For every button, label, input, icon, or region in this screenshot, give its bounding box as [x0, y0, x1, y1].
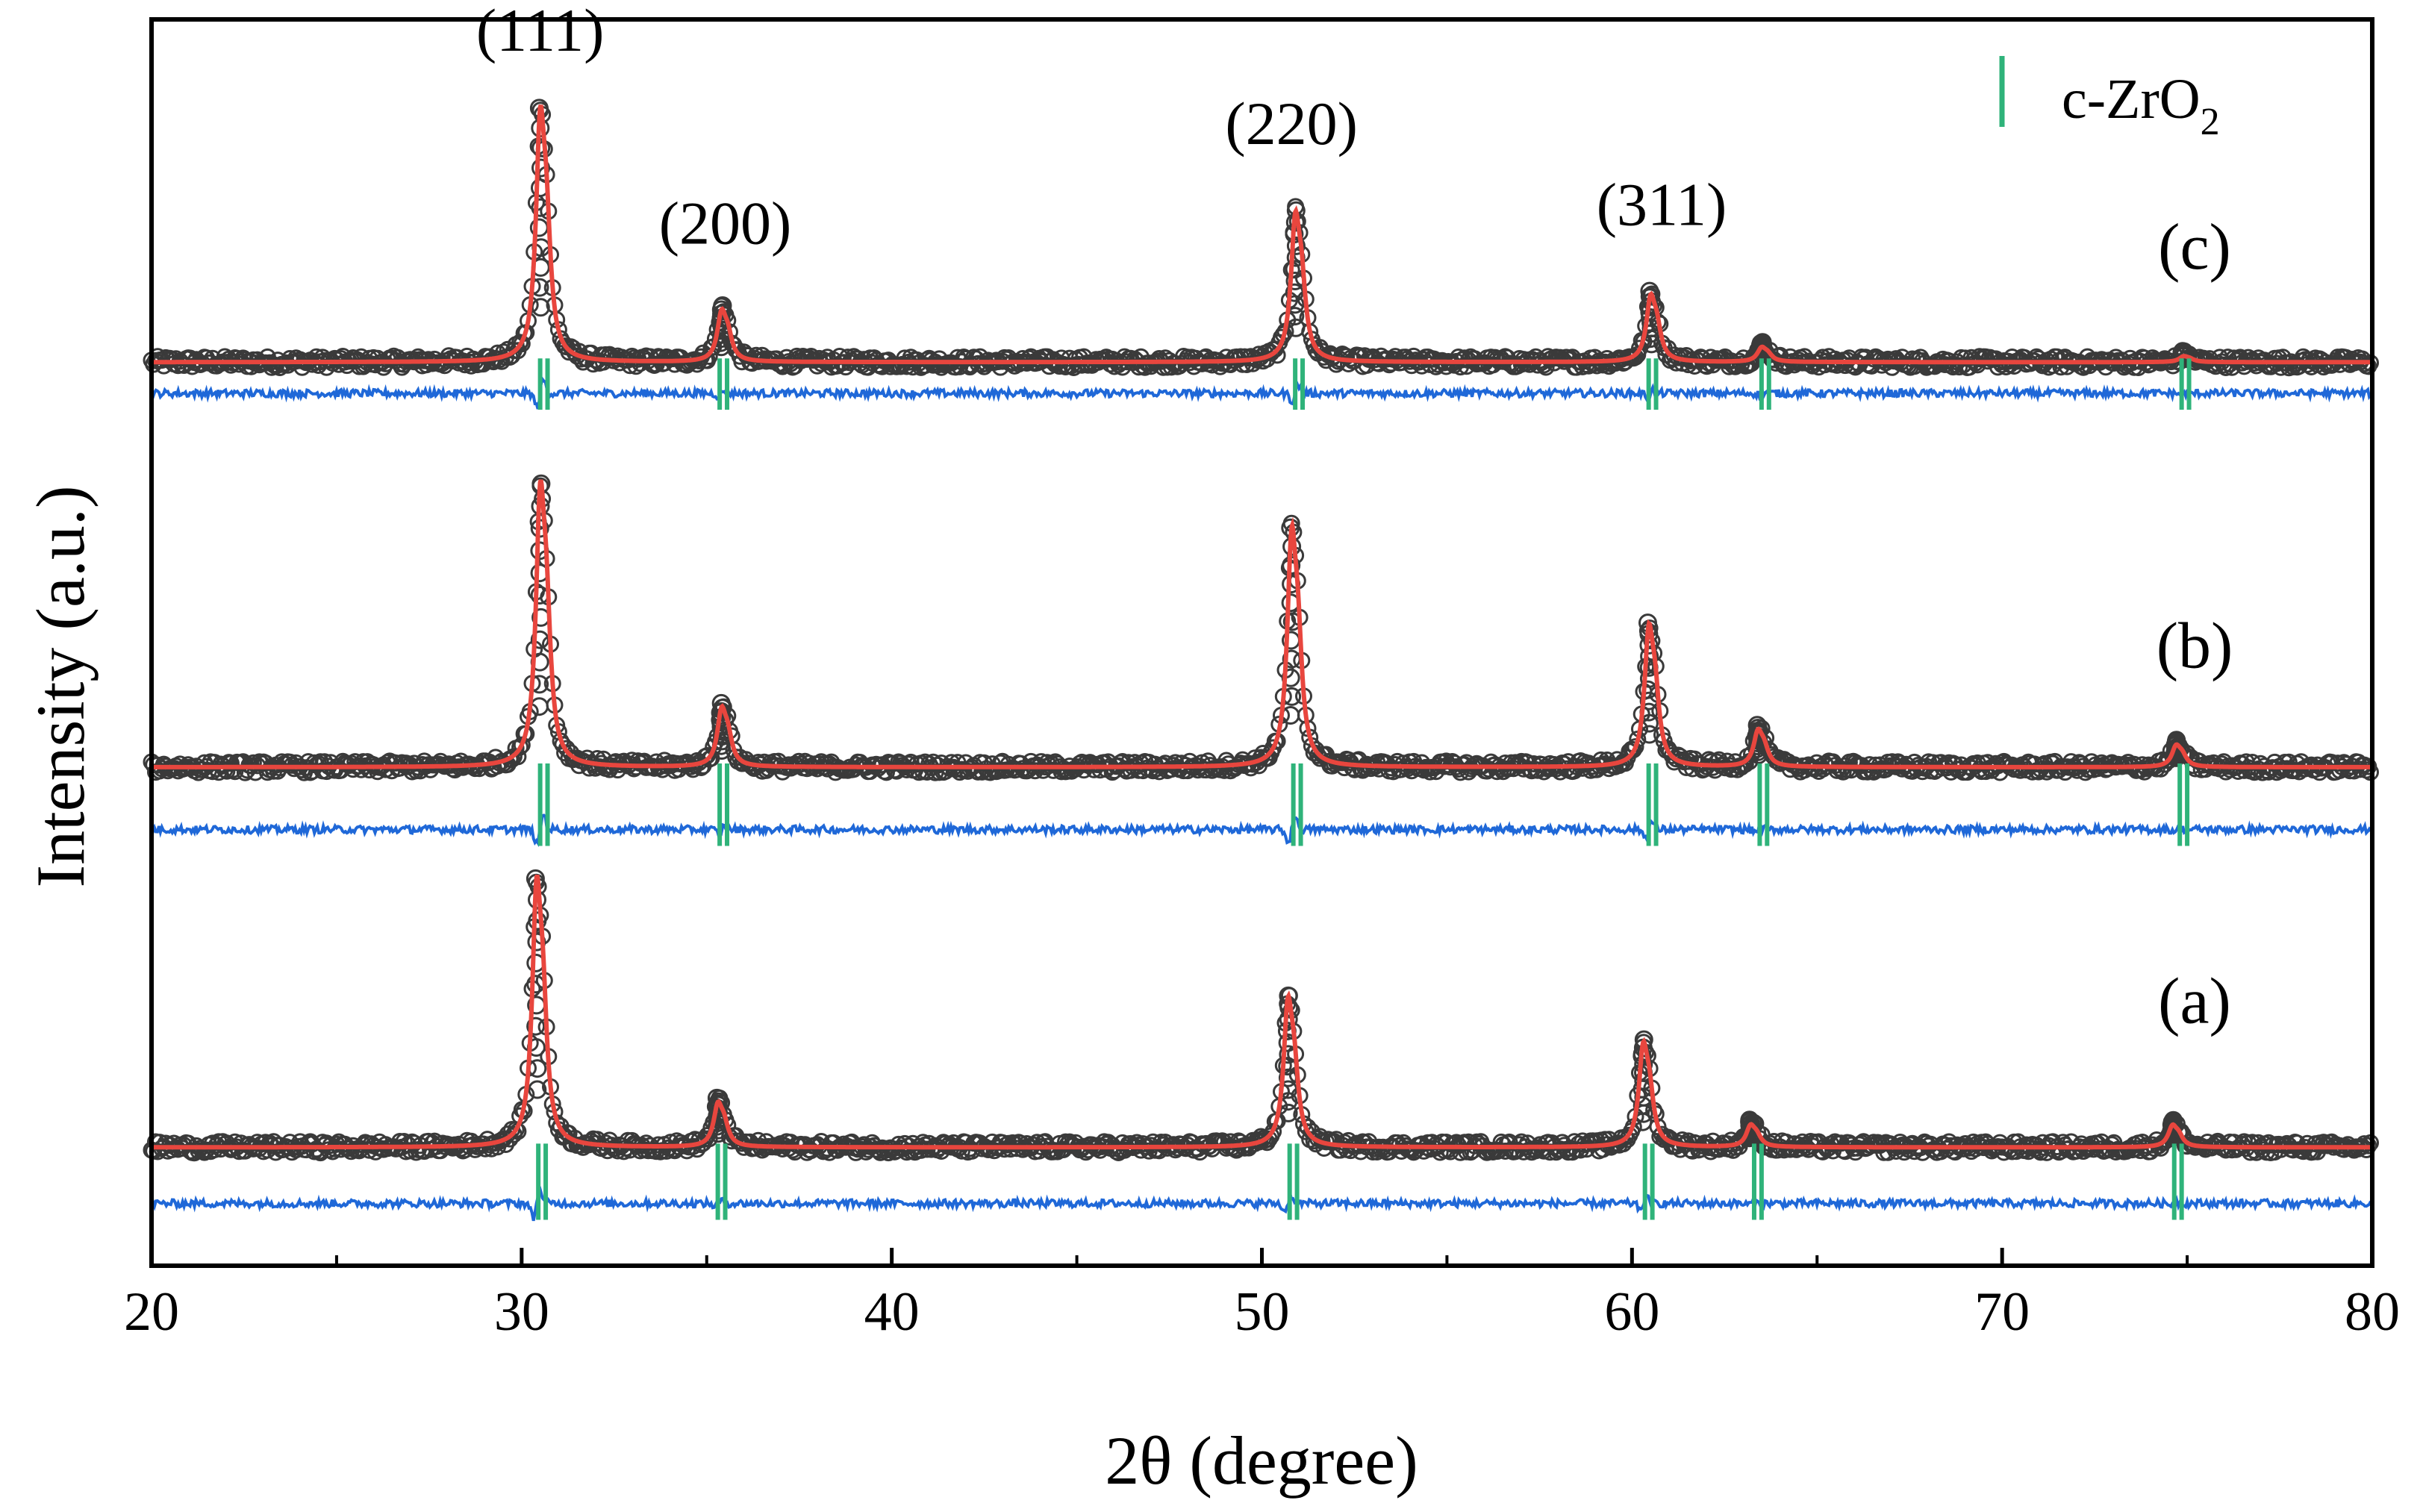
x-axis: 20 30 40 50 60 70 80 [124, 1248, 2400, 1343]
calculated-line-1 [152, 479, 2371, 769]
observed-point [2167, 731, 2186, 750]
observed-point [244, 754, 262, 772]
observed-point [528, 1080, 547, 1099]
plot-area: (c) (b) (a) (111) (200) (220) (311) [143, 0, 2379, 1222]
observed-point [531, 138, 551, 157]
x-tick-label: 60 [1604, 1281, 1659, 1343]
observed-point [1559, 753, 1577, 771]
sample-group-2: (a) [143, 869, 2379, 1222]
observed-point [1286, 236, 1306, 255]
sample-label: (a) [2158, 965, 2231, 1037]
sample-group-0: (c) [143, 99, 2379, 410]
observed-point [1028, 1134, 1046, 1152]
observed-point [892, 357, 910, 375]
observed-point [531, 158, 550, 178]
observed-point [526, 975, 546, 994]
observed-point [688, 1140, 706, 1158]
legend-label: c-ZrO2 [2062, 68, 2220, 143]
observed-series-1 [143, 474, 2379, 781]
difference-line-2 [150, 1186, 2372, 1222]
difference-line-0 [150, 375, 2372, 410]
calculated-line-2 [152, 874, 2371, 1150]
observed-point [328, 1135, 346, 1153]
observed-point [526, 1016, 546, 1036]
observed-point [1624, 741, 1642, 759]
observed-point [527, 932, 546, 952]
observed-point [1640, 646, 1659, 666]
observed-series-2 [143, 869, 2379, 1162]
observed-point [1627, 738, 1644, 756]
x-tick-label: 40 [864, 1281, 920, 1343]
observed-point [1753, 333, 1772, 352]
observed-point [1486, 349, 1504, 366]
observed-point [1281, 706, 1300, 725]
observed-point [513, 736, 531, 754]
x-tick-label: 70 [1974, 1281, 2030, 1343]
calculated-line-0 [152, 104, 2371, 365]
peak-annotation: (311) [1597, 171, 1727, 239]
x-tick-label: 30 [494, 1281, 549, 1343]
x-tick-label: 50 [1235, 1281, 1290, 1343]
x-tick-label: 20 [124, 1281, 179, 1343]
observed-point [1281, 668, 1300, 687]
observed-point [528, 1059, 547, 1078]
observed-point [2219, 349, 2237, 366]
observed-point [829, 1141, 846, 1159]
peak-annotation: (220) [1225, 90, 1358, 157]
observed-point [1497, 1143, 1514, 1160]
sample-label: (b) [2157, 610, 2233, 682]
observed-point [1551, 349, 1569, 366]
sample-label: (c) [2158, 211, 2231, 284]
observed-point [2164, 1110, 2183, 1130]
y-axis-title: Intensity (a.u.) [22, 485, 99, 887]
legend: c-ZrO2 [1999, 56, 2220, 143]
observed-point [531, 298, 550, 317]
plot-frame [149, 17, 2374, 1268]
observed-point [1285, 283, 1304, 302]
x-tick-label: 80 [2345, 1281, 2400, 1343]
x-axis-title: 2θ (degree) [1105, 1422, 1418, 1499]
observed-point [528, 911, 547, 931]
difference-line-1 [150, 813, 2372, 848]
peak-annotation: (111) [476, 0, 605, 64]
observed-point [1767, 752, 1785, 769]
observed-point [530, 697, 549, 716]
sample-group-1: (b) [143, 474, 2379, 848]
observed-point [1447, 1134, 1465, 1152]
observed-point [952, 1142, 970, 1160]
peak-annotation: (200) [659, 190, 792, 257]
legend-label-subscript: 2 [2201, 101, 2220, 143]
